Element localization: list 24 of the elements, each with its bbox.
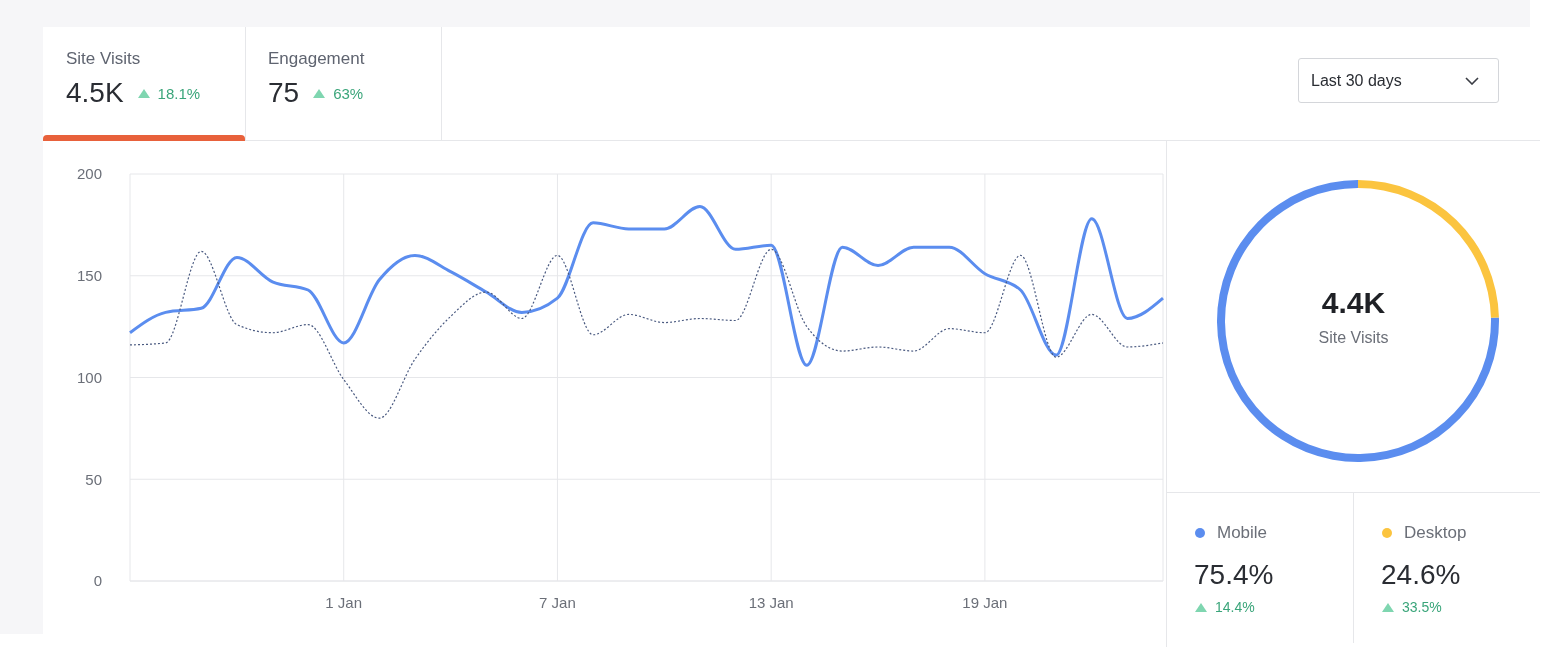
- data-label: 24.6%: [1381, 559, 1461, 591]
- text: Engagement: [268, 49, 365, 69]
- x-tick-label: 1 Jan: [325, 593, 363, 611]
- text: Site Visits: [66, 49, 141, 69]
- y-tick-label: 0: [93, 572, 102, 590]
- legend-label: Mobile: [1217, 523, 1268, 543]
- data-label: 75.4%: [1194, 559, 1274, 591]
- y-tick-label: 100: [76, 368, 102, 386]
- x-tick-label: 13 Jan: [748, 593, 794, 611]
- y-tick-label: 50: [85, 470, 102, 488]
- legend-label: Desktop: [1404, 523, 1467, 543]
- text: Site Visits: [1317, 329, 1390, 347]
- text: 14.4%: [1215, 599, 1255, 615]
- x-tick-label: 19 Jan: [962, 593, 1008, 611]
- text: 18.1%: [157, 84, 201, 102]
- y-tick-label: 150: [76, 267, 102, 285]
- x-tick-label: 7 Jan: [539, 593, 576, 611]
- y-tick-label: 200: [76, 165, 102, 183]
- text: 33.5%: [1402, 599, 1442, 615]
- text: 63%: [333, 84, 364, 102]
- text: Last 30 days: [1311, 71, 1402, 90]
- text: 4.4K: [1320, 286, 1387, 320]
- text: 75: [268, 77, 300, 109]
- text: 4.5K: [66, 77, 124, 109]
